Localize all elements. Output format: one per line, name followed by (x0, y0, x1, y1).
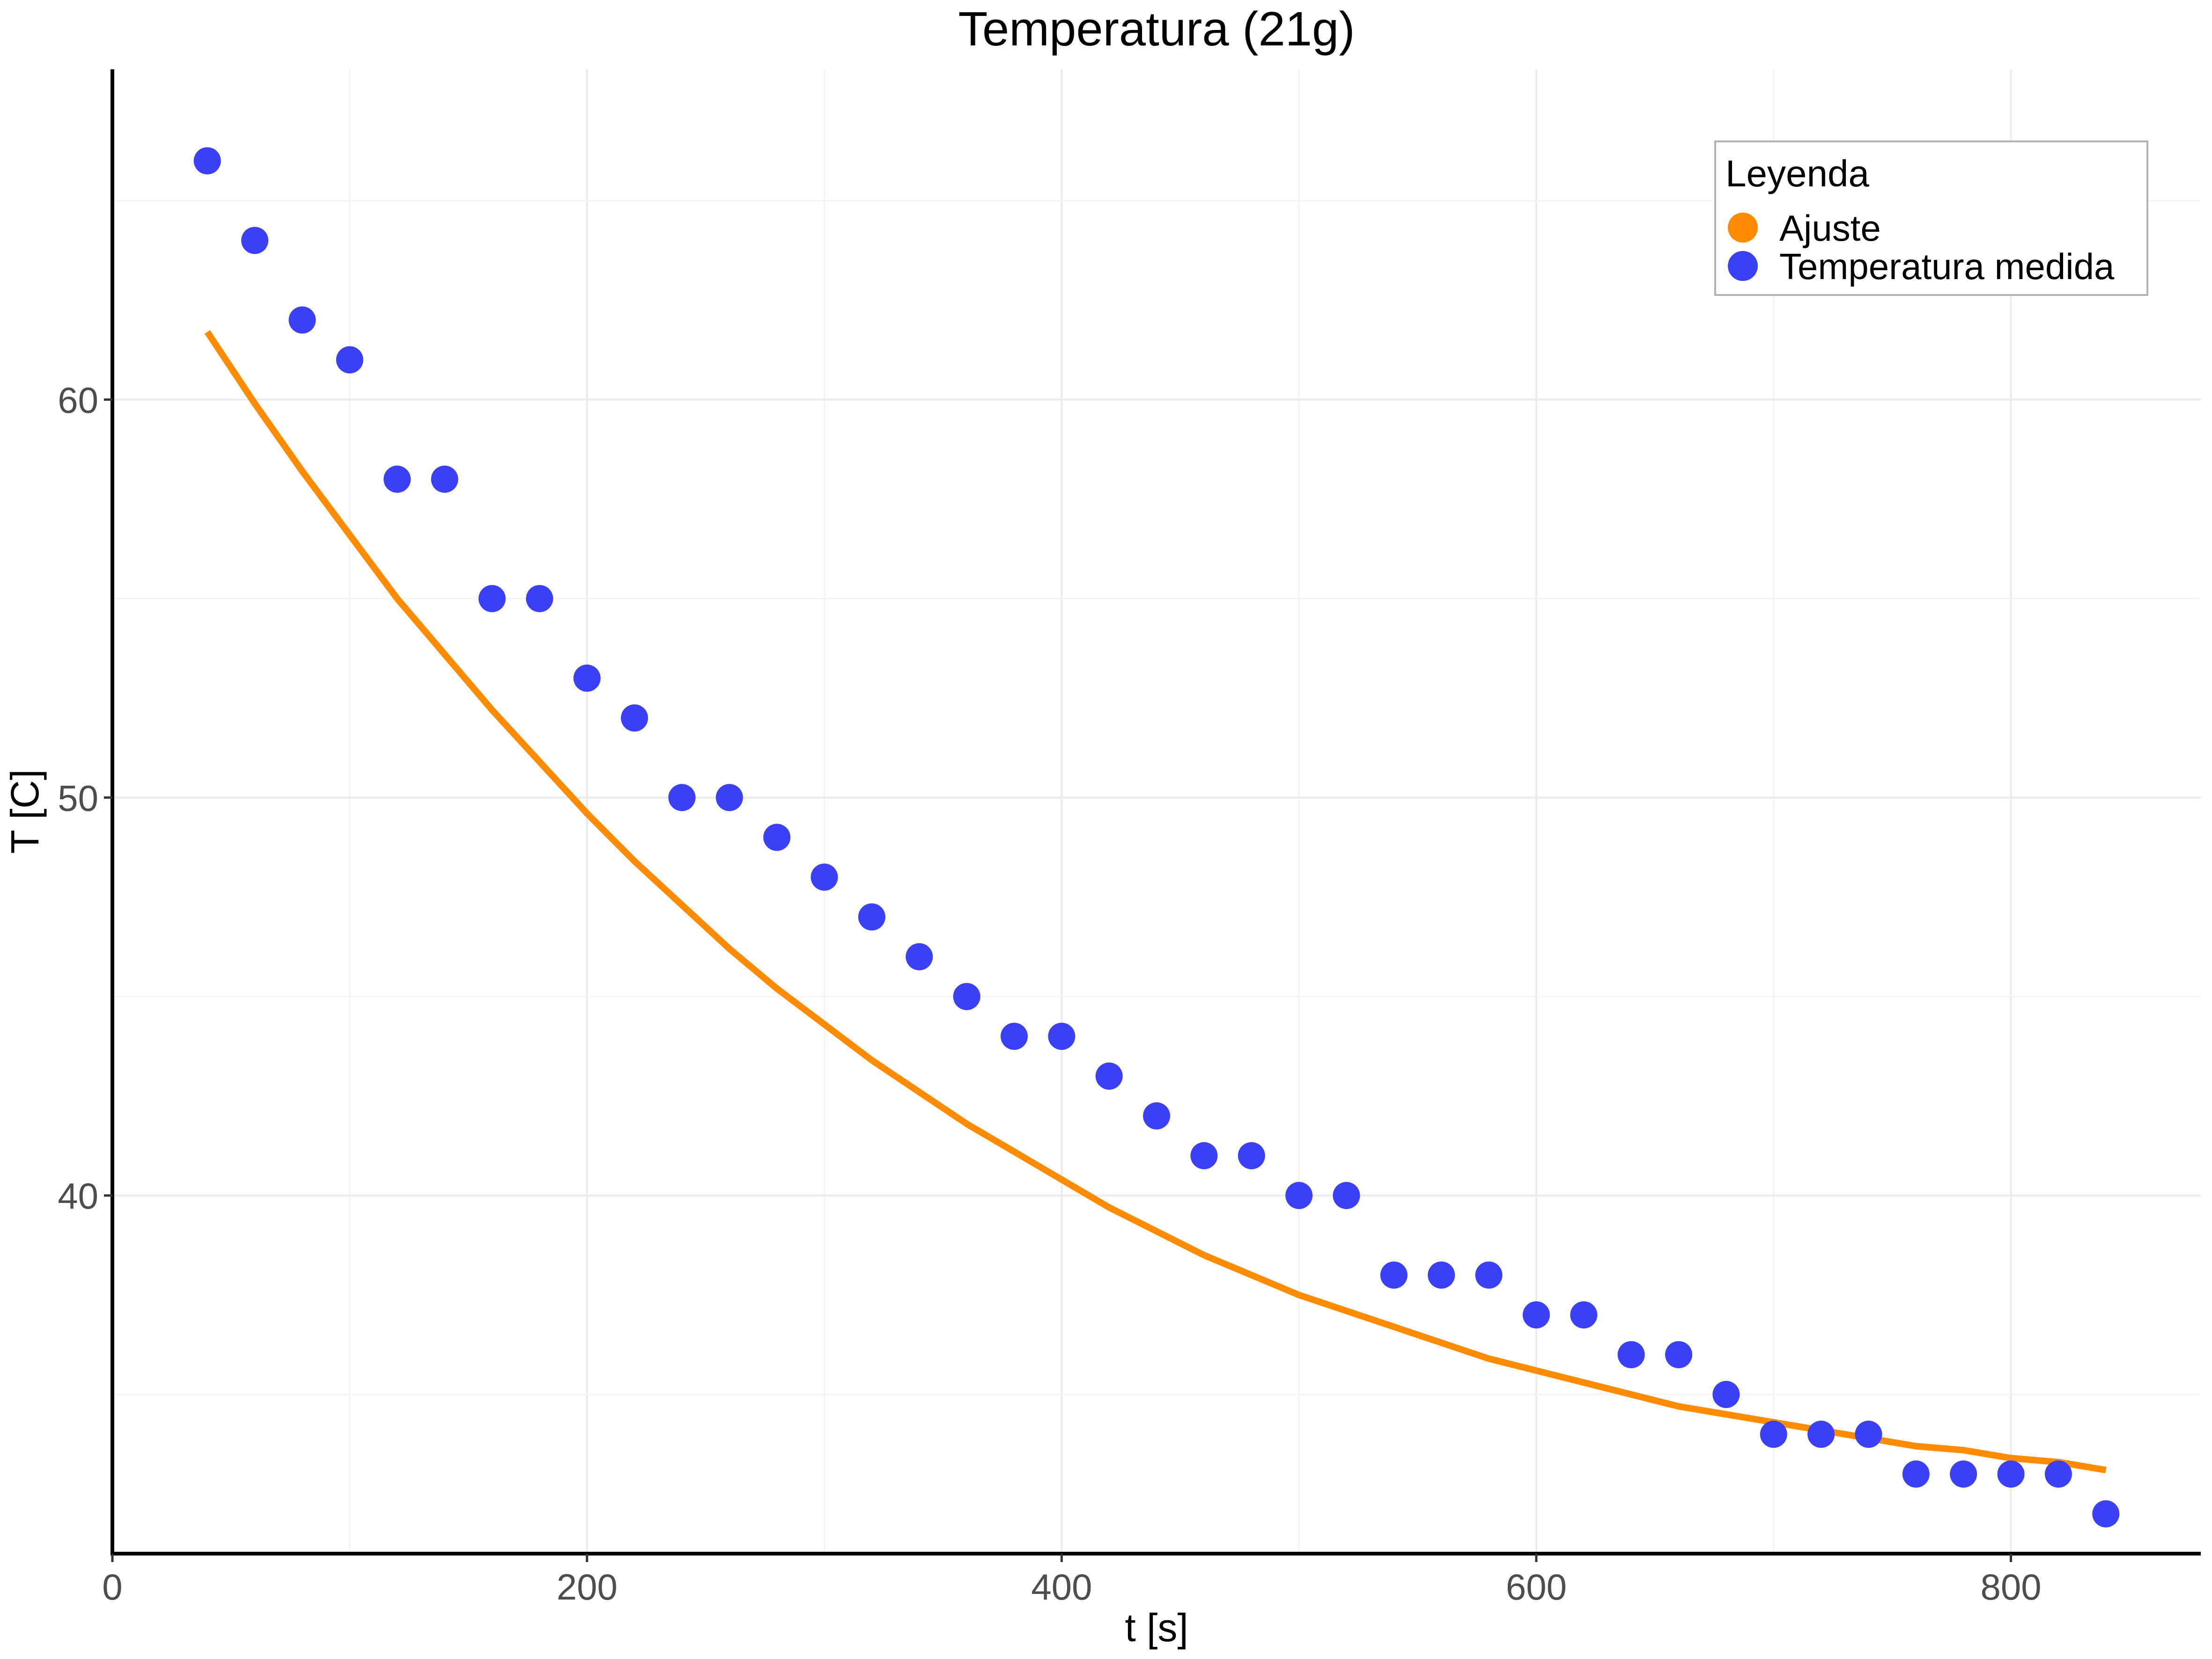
data-point (288, 306, 316, 334)
data-point (1475, 1261, 1503, 1289)
data-point (1143, 1102, 1170, 1130)
data-point (668, 784, 696, 811)
data-point (1760, 1421, 1787, 1448)
x-tick-label: 0 (102, 1566, 122, 1607)
data-point (1048, 1023, 1076, 1050)
data-point (858, 903, 885, 931)
legend-marker-temperatura-medida (1728, 251, 1758, 281)
y-axis-title: T [C] (3, 769, 47, 854)
y-tick-label: 60 (58, 379, 98, 420)
data-point (383, 465, 411, 493)
data-point (1570, 1301, 1598, 1329)
legend: Leyenda Ajuste Temperatura medida (1714, 140, 2148, 296)
data-point (763, 824, 791, 851)
fit-layer (204, 330, 2107, 1474)
legend-box (1714, 140, 2148, 296)
data-point (1855, 1421, 1882, 1448)
legend-title: Leyenda (1725, 153, 1869, 194)
x-tick-label: 800 (1980, 1566, 2041, 1607)
chart-title: Temperatura (21g) (958, 2, 1355, 56)
data-point (1807, 1421, 1835, 1448)
x-tick-label: 400 (1031, 1566, 1092, 1607)
data-point (1190, 1142, 1218, 1170)
data-point (526, 585, 553, 612)
data-point (241, 227, 269, 254)
grid-layer (112, 69, 2201, 1554)
y-tick-label: 50 (58, 777, 98, 818)
data-point (953, 983, 981, 1010)
x-tick-label: 600 (1506, 1566, 1567, 1607)
x-tick-label: 200 (557, 1566, 618, 1607)
legend-label-ajuste: Ajuste (1779, 207, 1881, 249)
fit-curve-ajuste (204, 330, 2107, 1474)
data-point (1902, 1460, 1930, 1488)
data-point (1000, 1023, 1028, 1050)
x-tick-layer: 0 200 400 600 800 (102, 1554, 2042, 1607)
data-point (621, 704, 648, 732)
data-point (1380, 1261, 1408, 1289)
data-point (1665, 1341, 1692, 1369)
legend-label-temperatura-medida: Temperatura medida (1779, 246, 2115, 287)
data-point (1617, 1341, 1645, 1369)
data-point (478, 585, 506, 612)
points-layer (193, 147, 2120, 1528)
data-point (2044, 1460, 2072, 1488)
data-point (1333, 1182, 1360, 1209)
data-point (1428, 1261, 1455, 1289)
data-point (1997, 1460, 2025, 1488)
data-point (1095, 1062, 1123, 1090)
data-point (336, 346, 363, 374)
data-point (811, 863, 838, 891)
y-tick-label: 40 (58, 1175, 98, 1217)
x-axis-title: t [s] (1125, 1606, 1188, 1650)
data-point (2092, 1500, 2120, 1528)
data-point (1950, 1460, 1977, 1488)
legend-marker-ajuste (1728, 213, 1758, 243)
data-point (715, 784, 743, 811)
data-point (573, 664, 601, 692)
data-point (1712, 1381, 1740, 1408)
y-tick-layer: 40 50 60 (58, 379, 112, 1217)
data-point (431, 465, 458, 493)
data-point (1522, 1301, 1550, 1329)
data-point (193, 147, 221, 175)
data-point (1238, 1142, 1265, 1170)
data-point (906, 943, 933, 971)
data-point (1285, 1182, 1313, 1209)
